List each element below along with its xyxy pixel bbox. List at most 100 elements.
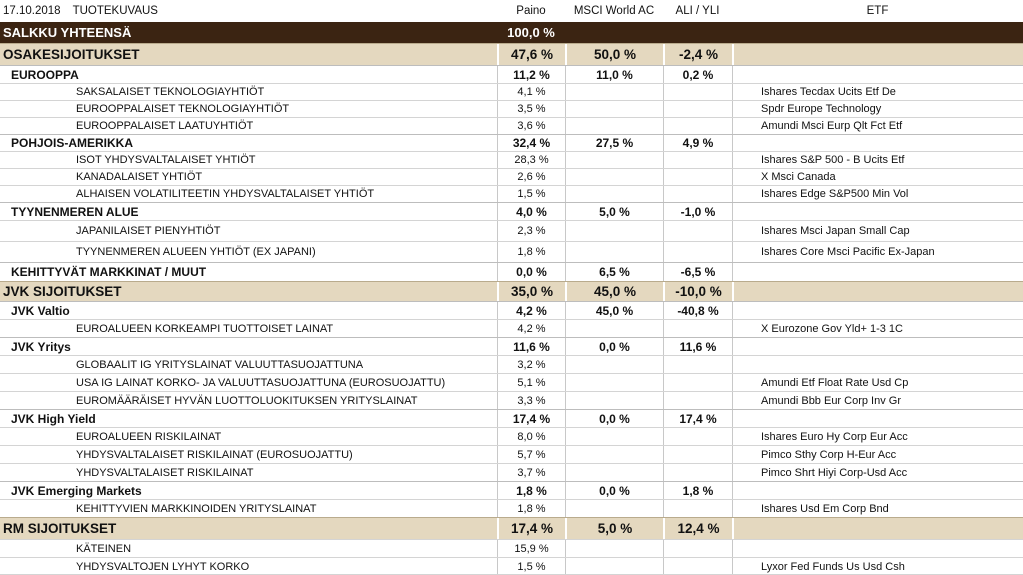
- table-row: EUROALUEEN KORKEAMPI TUOTTOISET LAINAT 4,…: [0, 319, 1023, 337]
- etf-cell: Lyxor Fed Funds Us Usd Csh: [732, 558, 1023, 575]
- row-label: JAPANILAISET PIENYHTIÖT: [76, 225, 221, 237]
- table-row: EUROOPPALAISET TEKNOLOGIAYHTIÖT 3,5 % Spdr…: [0, 100, 1023, 117]
- table-row: JAPANILAISET PIENYHTIÖT 2,3 % Ishares Msci…: [0, 220, 1023, 241]
- table-row: YHDYSVALTALAISET RISKILAINAT (EUROSUOJAT…: [0, 445, 1023, 463]
- weight-cell: 2,6 %: [497, 169, 565, 185]
- table-row: TYYNENMEREN ALUEEN YHTIÖT (EX JAPANI) 1,8…: [0, 241, 1023, 262]
- benchmark-cell: 11,0 %: [565, 66, 663, 83]
- diff-cell: -10,0 %: [663, 282, 732, 301]
- benchmark-cell: 6,5 %: [565, 263, 663, 281]
- table-header: 17.10.2018 TUOTEKUVAUS Paino MSCI World …: [0, 0, 1023, 22]
- table-row: KEHITTYVIEN MARKKINOIDEN YRITYSLAINAT 1,8…: [0, 499, 1023, 517]
- diff-cell: [663, 101, 732, 117]
- row-label: GLOBAALIT IG YRITYSLAINAT VALUUTTASUOJAT…: [76, 358, 364, 371]
- diff-cell: 1,8 %: [663, 482, 732, 499]
- etf-cell: [732, 518, 1023, 539]
- diff-cell: [663, 558, 732, 575]
- diff-cell: -6,5 %: [663, 263, 732, 281]
- weight-cell: 1,5 %: [497, 186, 565, 202]
- diff-cell: [663, 428, 732, 445]
- benchmark-cell: [565, 320, 663, 337]
- weight-cell: 4,2 %: [497, 302, 565, 319]
- row-label: USA IG LAINAT KORKO- JA VALUUTTASUOJATTU…: [76, 376, 446, 389]
- weight-cell: 2,3 %: [497, 221, 565, 241]
- subgroup-row: KEHITTYVÄT MARKKINAT / MUUT 0,0 % 6,5 % -6,…: [0, 262, 1023, 281]
- weight-cell: 1,5 %: [497, 558, 565, 575]
- benchmark-cell: [565, 540, 663, 557]
- diff-header: ALI / YLI: [675, 5, 720, 17]
- subgroup-row: JVK Emerging Markets 1,8 % 0,0 % 1,8 %: [0, 481, 1023, 499]
- benchmark-cell: 45,0 %: [565, 282, 663, 301]
- row-label: SAKSALAISET TEKNOLOGIAYHTIÖT: [76, 86, 265, 98]
- diff-cell: [663, 152, 732, 168]
- total-weight: 100,0 %: [507, 25, 555, 40]
- subgroup-row: POHJOIS-AMERIKKA 32,4 % 27,5 % 4,9 %: [0, 134, 1023, 151]
- benchmark-header: MSCI World AC: [573, 5, 655, 17]
- etf-cell: [732, 410, 1023, 427]
- subgroup-row: JVK Valtio 4,2 % 45,0 % -40,8 %: [0, 301, 1023, 319]
- diff-cell: 0,2 %: [663, 66, 732, 83]
- group-row: JVK SIJOITUKSET 35,0 % 45,0 % -10,0 %: [0, 281, 1023, 301]
- weight-cell: 3,3 %: [497, 392, 565, 409]
- diff-cell: 17,4 %: [663, 410, 732, 427]
- diff-cell: [663, 374, 732, 391]
- benchmark-cell: [565, 118, 663, 134]
- benchmark-cell: [565, 356, 663, 373]
- etf-cell: Ishares Usd Em Corp Bnd: [732, 500, 1023, 517]
- benchmark-cell: 50,0 %: [565, 44, 663, 65]
- weight-cell: 11,2 %: [497, 66, 565, 83]
- etf-cell: Ishares Tecdax Ucits Etf De: [732, 84, 1023, 100]
- diff-cell: 12,4 %: [663, 518, 732, 539]
- etf-cell: Ishares Edge S&P500 Min Vol: [732, 186, 1023, 202]
- diff-cell: 4,9 %: [663, 135, 732, 151]
- subgroup-row: TYYNENMEREN ALUE 4,0 % 5,0 % -1,0 %: [0, 202, 1023, 220]
- weight-cell: 11,6 %: [497, 338, 565, 355]
- weight-cell: 32,4 %: [497, 135, 565, 151]
- weight-cell: 1,8 %: [497, 242, 565, 262]
- row-label: JVK Emerging Markets: [11, 483, 142, 498]
- weight-cell: 0,0 %: [497, 263, 565, 281]
- table-row: YHDYSVALTOJEN LYHYT KORKO 1,5 % Lyxor Fed …: [0, 557, 1023, 575]
- benchmark-cell: 45,0 %: [565, 302, 663, 319]
- benchmark-cell: [565, 500, 663, 517]
- etf-cell: [732, 135, 1023, 151]
- benchmark-cell: [565, 374, 663, 391]
- etf-cell: Pimco Sthy Corp H-Eur Acc: [732, 446, 1023, 463]
- row-label: KEHITTYVÄT MARKKINAT / MUUT: [11, 265, 207, 279]
- table-row: EUROOPPALAISET LAATUYHTIÖT 3,6 % Amundi Ms…: [0, 117, 1023, 134]
- benchmark-cell: [565, 428, 663, 445]
- description-header: TUOTEKUVAUS: [72, 5, 158, 17]
- row-label: JVK High Yield: [11, 411, 96, 426]
- etf-cell: Amundi Bbb Eur Corp Inv Gr: [732, 392, 1023, 409]
- weight-cell: 3,5 %: [497, 101, 565, 117]
- weight-cell: 17,4 %: [497, 410, 565, 427]
- etf-cell: Ishares Msci Japan Small Cap: [732, 221, 1023, 241]
- row-label: RM SIJOITUKSET: [3, 521, 117, 536]
- weight-cell: 1,8 %: [497, 482, 565, 499]
- weight-cell: 47,6 %: [497, 44, 565, 65]
- row-label: POHJOIS-AMERIKKA: [11, 136, 134, 150]
- benchmark-cell: [565, 446, 663, 463]
- subgroup-row: JVK High Yield 17,4 % 0,0 % 17,4 %: [0, 409, 1023, 427]
- diff-cell: -40,8 %: [663, 302, 732, 319]
- diff-cell: [663, 540, 732, 557]
- row-label: EUROOPPALAISET TEKNOLOGIAYHTIÖT: [76, 103, 290, 115]
- etf-cell: [732, 66, 1023, 83]
- benchmark-cell: [565, 392, 663, 409]
- diff-cell: [663, 446, 732, 463]
- weight-cell: 3,6 %: [497, 118, 565, 134]
- diff-cell: [663, 464, 732, 481]
- benchmark-cell: [565, 169, 663, 185]
- benchmark-cell: [565, 186, 663, 202]
- total-row: SALKKU YHTEENSÄ 100,0 %: [0, 22, 1023, 43]
- etf-cell: X Eurozone Gov Yld+ 1-3 1C: [732, 320, 1023, 337]
- benchmark-cell: 5,0 %: [565, 518, 663, 539]
- weight-header: Paino: [516, 5, 546, 17]
- row-label: EUROALUEEN KORKEAMPI TUOTTOISET LAINAT: [76, 322, 334, 335]
- etf-cell: Amundi Etf Float Rate Usd Cp: [732, 374, 1023, 391]
- row-label: EUROALUEEN RISKILAINAT: [76, 430, 222, 443]
- benchmark-cell: 0,0 %: [565, 410, 663, 427]
- etf-cell: [732, 356, 1023, 373]
- row-label: EUROOPPALAISET LAATUYHTIÖT: [76, 120, 254, 132]
